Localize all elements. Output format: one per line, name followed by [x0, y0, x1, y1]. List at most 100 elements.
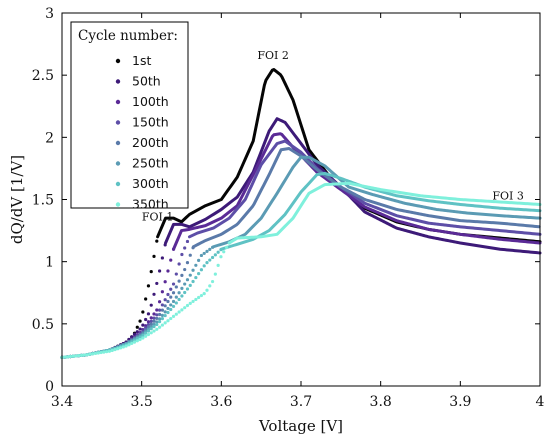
annotation-foi-3: FOI 3 [492, 190, 524, 203]
series-point [188, 273, 192, 277]
y-tick-label: 1.5 [32, 193, 54, 209]
legend-marker [115, 181, 121, 187]
series-point [149, 319, 153, 323]
series-point [149, 316, 153, 320]
series-point [141, 333, 145, 337]
series-point [113, 347, 117, 352]
y-tick-label: 1 [45, 255, 54, 271]
series-point [155, 327, 159, 331]
series-point [166, 269, 170, 273]
series-point [155, 281, 159, 286]
series-point [191, 268, 195, 272]
series-point [163, 321, 167, 325]
series-point [183, 290, 187, 295]
series-point [102, 350, 106, 354]
series-point [160, 303, 164, 307]
legend-entries: 1st 50th 100th 150th 200th 250th 300th 350th [115, 53, 169, 212]
annotation-foi-2: FOI 2 [257, 49, 289, 62]
series-line [211, 155, 542, 249]
series-point [71, 354, 75, 358]
series-point [146, 323, 151, 327]
series-point [197, 258, 201, 262]
series-point [163, 280, 167, 284]
series-point [144, 297, 148, 301]
series-point [205, 261, 209, 265]
series-point [194, 275, 198, 280]
series-point [149, 322, 153, 326]
x-tick-label: 3.9 [449, 394, 471, 410]
series-point [88, 352, 92, 356]
series-point [177, 279, 181, 283]
series-point [199, 253, 204, 258]
series-point [149, 327, 153, 331]
legend-marker [115, 79, 121, 84]
series-point [155, 308, 159, 312]
series-point [79, 353, 84, 357]
series-point [183, 267, 187, 272]
series-point [166, 310, 170, 315]
series-point [107, 349, 111, 353]
x-tick-label: 3.4 [51, 394, 73, 410]
series-point [166, 292, 170, 297]
series-point [155, 239, 159, 243]
y-tick-label: 2.5 [32, 68, 54, 84]
series-point [163, 310, 167, 314]
series-point [160, 256, 164, 260]
legend-marker [115, 58, 121, 64]
series-point [171, 314, 176, 318]
series-point [138, 335, 142, 339]
series-point [155, 313, 159, 317]
series-point [185, 287, 190, 291]
series-point [141, 323, 145, 327]
series-point [169, 287, 173, 291]
series-point [180, 294, 184, 298]
series-point [194, 263, 198, 267]
series-point [149, 303, 153, 307]
series-point [152, 292, 156, 296]
legend-marker [115, 120, 121, 125]
series-point [171, 304, 176, 309]
series-point [132, 340, 137, 344]
series-point [166, 319, 170, 323]
series-point [135, 339, 139, 343]
series-point [205, 288, 209, 292]
series-point [213, 253, 217, 257]
series-point [177, 297, 181, 302]
series-point [208, 284, 212, 288]
series-point [141, 310, 145, 314]
series-point [157, 269, 162, 273]
legend-entry-label: 350th [132, 197, 169, 212]
series-point [141, 336, 145, 340]
series-point [222, 250, 226, 254]
legend-entry-label: 200th [132, 135, 169, 150]
series-point [166, 299, 170, 304]
legend-entry-label: 250th [132, 156, 169, 171]
series-point [177, 262, 181, 266]
series-point [191, 299, 195, 304]
series-point [127, 343, 131, 347]
series-point [144, 331, 148, 335]
series-point [174, 295, 178, 299]
series-point [146, 332, 151, 337]
series-point [135, 330, 139, 334]
series-point [177, 291, 181, 295]
series-point [202, 291, 206, 296]
series-line [156, 68, 542, 244]
series-point [74, 354, 78, 358]
axis-tick-labels: 3.4 3.5 3.6 3.7 3.8 3.9 4 0 0.5 1 1.5 2 2.5 3 [32, 6, 545, 410]
series-point [157, 325, 162, 329]
series-point [202, 264, 206, 268]
series-point [202, 251, 206, 256]
legend-title: Cycle number: [78, 28, 178, 44]
series-point [224, 245, 229, 249]
series-line [172, 132, 542, 251]
series-point [219, 255, 223, 259]
series-point [138, 337, 142, 342]
y-tick-label: 2 [45, 130, 54, 146]
legend-entry-label: 100th [132, 94, 169, 109]
series-point [160, 313, 164, 317]
series-point [144, 334, 148, 338]
legend-entry-label: 1st [132, 53, 151, 68]
series-point [65, 355, 70, 359]
series-point [169, 295, 173, 299]
